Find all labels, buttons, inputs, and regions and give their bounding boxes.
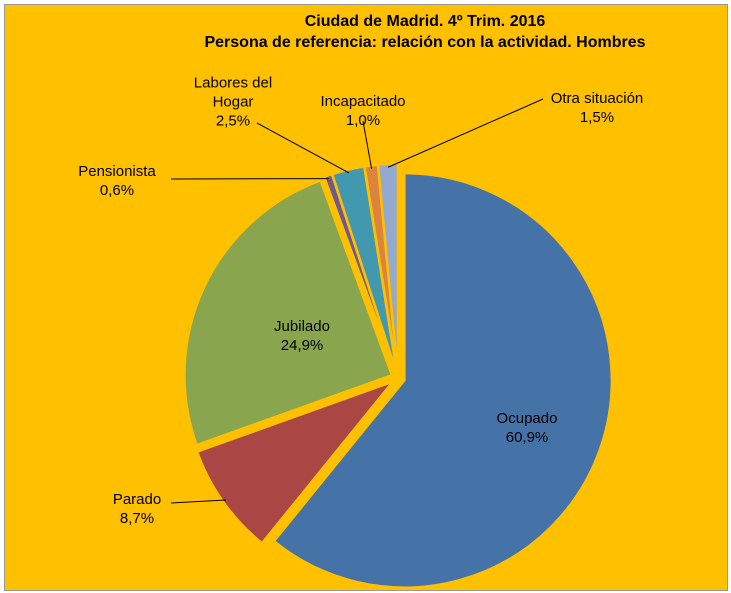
value-label: 24,9% [280, 337, 324, 354]
value-label: 1,5% [579, 109, 615, 126]
chart-subtitle: Persona de referencia: relación con la a… [204, 34, 646, 51]
category-label: Otra situación [550, 90, 644, 107]
value-label: 8,7% [119, 510, 155, 527]
leader-line [362, 120, 373, 169]
data-label: Otra situación 1,5% [551, 89, 644, 127]
value-label: 0,6% [99, 182, 135, 199]
category-label: Pensionista [78, 163, 156, 180]
pie-slice [272, 172, 613, 589]
pie-slice [183, 179, 393, 447]
value-label: 1,0% [345, 112, 381, 129]
chart-area: Ciudad de Madrid. 4º Trim. 2016 Persona … [4, 4, 728, 591]
category-label: Ocupado [496, 410, 558, 427]
data-label: Incapacitado 1,0% [320, 92, 405, 130]
category-label: Labores del Hogar [193, 74, 273, 111]
pie-slice [377, 163, 399, 372]
category-label: Incapacitado [320, 93, 406, 110]
data-label: Ocupado 60,9% [497, 409, 558, 447]
value-label: 2,5% [215, 112, 251, 130]
category-label: Parado [112, 491, 162, 508]
pie-slice [196, 379, 396, 545]
data-label: Labores del Hogar 2,5% [183, 74, 283, 131]
leader-line [387, 98, 544, 168]
leader-line [170, 499, 226, 504]
leader-line [256, 122, 350, 174]
data-label: Jubilado 24,9% [274, 317, 330, 355]
value-label: 60,9% [505, 429, 549, 446]
chart [170, 98, 613, 589]
category-label: Jubilado [274, 318, 330, 335]
chart-title: Ciudad de Madrid. 4º Trim. 2016 [304, 13, 546, 30]
data-label: Pensionista 0,6% [78, 162, 156, 200]
data-label: Parado 8,7% [113, 490, 161, 528]
